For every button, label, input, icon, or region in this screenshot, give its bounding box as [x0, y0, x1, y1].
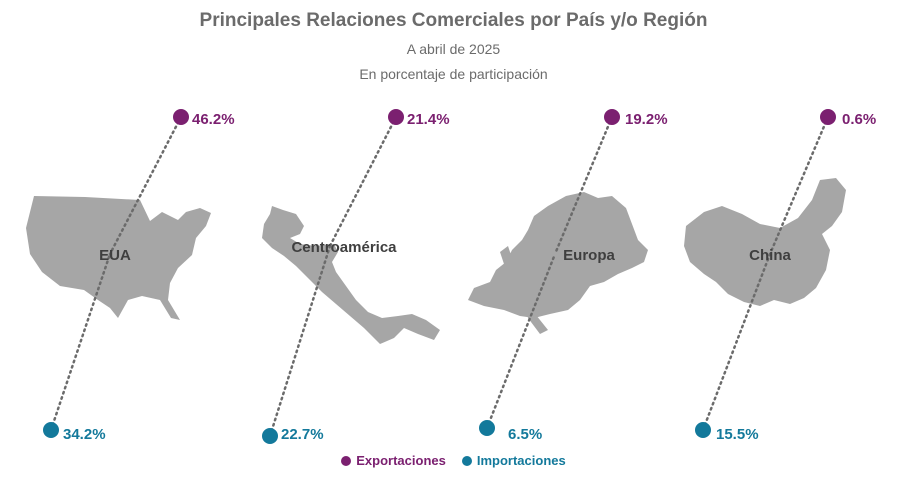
region-label-eua: EUA — [99, 247, 131, 264]
map-china-shape — [684, 178, 846, 306]
import-label-centroamerica: 22.7% — [281, 426, 324, 443]
export-markers — [173, 109, 836, 125]
leader-line-centroamerica-imports — [268, 244, 332, 438]
region-labels: EUA Centroamérica Europa China — [99, 239, 791, 264]
legend-imports-label: Importaciones — [476, 453, 566, 468]
import-point-europa — [479, 420, 495, 436]
chart-title: Principales Relaciones Comerciales por P… — [199, 10, 708, 31]
export-label-eua: 46.2% — [192, 111, 235, 128]
legend: Exportaciones Importaciones — [0, 453, 907, 468]
leader-line-centroamerica-exports — [328, 115, 398, 248]
import-point-china — [695, 422, 711, 438]
leader-line-china-imports — [701, 252, 772, 432]
region-label-china: China — [749, 247, 791, 264]
export-value-labels: 46.2% 21.4% 19.2% 0.6% — [192, 111, 876, 128]
import-point-centroamerica — [262, 428, 278, 444]
export-point-europa — [604, 109, 620, 125]
import-label-eua: 34.2% — [63, 426, 106, 443]
leader-line-europa-imports — [485, 252, 557, 430]
legend-item-exports: Exportaciones — [341, 453, 446, 468]
leader-line-eua-exports — [108, 115, 183, 256]
legend-exports-label: Exportaciones — [356, 453, 446, 468]
chart-unit-note: En porcentaje de participación — [359, 66, 548, 82]
map-centralamerica-shape — [262, 206, 440, 344]
region-label-europa: Europa — [563, 247, 615, 264]
legend-item-imports: Importaciones — [461, 453, 566, 468]
leader-line-eua-imports — [49, 252, 112, 432]
import-label-china: 15.5% — [716, 426, 759, 443]
export-label-europa: 19.2% — [625, 111, 668, 128]
map-europe-shape — [468, 192, 648, 334]
legend-imports-dot — [461, 455, 472, 466]
import-point-eua — [43, 422, 59, 438]
map-usa-shape — [26, 196, 211, 320]
legend-exports-dot — [341, 455, 352, 466]
export-point-centroamerica — [388, 109, 404, 125]
import-label-europa: 6.5% — [508, 426, 542, 443]
import-value-labels: 34.2% 22.7% 6.5% 15.5% — [63, 426, 759, 443]
import-markers — [43, 420, 711, 444]
export-point-china — [820, 109, 836, 125]
leader-line-europa-exports — [553, 115, 614, 256]
region-shapes — [26, 178, 846, 344]
export-label-china: 0.6% — [842, 111, 876, 128]
export-label-centroamerica: 21.4% — [407, 111, 450, 128]
chart-subtitle: A abril de 2025 — [406, 41, 501, 57]
region-label-centroamerica: Centroamérica — [291, 239, 397, 256]
export-point-eua — [173, 109, 189, 125]
leader-lines — [49, 115, 830, 438]
